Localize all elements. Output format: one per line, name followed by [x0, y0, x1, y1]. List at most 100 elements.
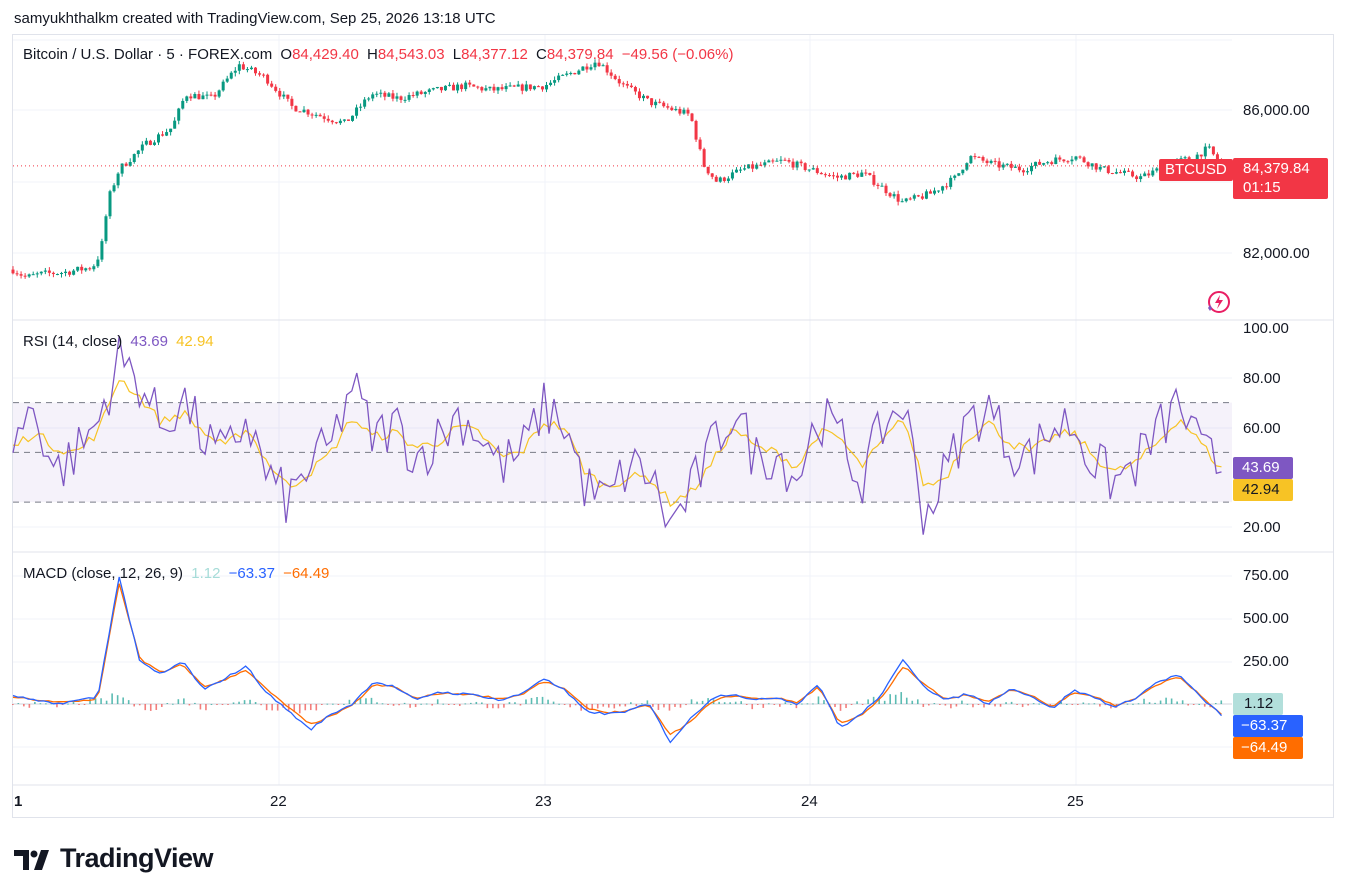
macd-title[interactable]: MACD (close, 12, 26, 9) — [23, 565, 184, 582]
candle — [484, 88, 488, 91]
open-label: O — [280, 46, 293, 63]
macd-histogram-bar — [950, 704, 952, 709]
low-value: 84,377.12 — [461, 46, 528, 63]
lightning-icon[interactable] — [1202, 288, 1232, 318]
candle — [60, 272, 64, 275]
candle — [722, 177, 726, 181]
macd-histogram-bar — [718, 701, 720, 704]
candle — [1114, 172, 1118, 174]
candle — [1203, 146, 1207, 157]
macd-histogram-bar — [596, 704, 599, 709]
macd-histogram-bar — [1137, 703, 1140, 705]
candle — [88, 268, 92, 270]
macd-histogram-bar — [784, 702, 787, 704]
candle — [997, 161, 1001, 168]
macd-histogram-bar — [630, 702, 632, 704]
macd-histogram-bar — [1104, 704, 1107, 706]
price-axis-label: 86,000.00 — [1243, 102, 1310, 119]
candle — [399, 96, 403, 100]
candle — [1195, 154, 1199, 161]
macd-histogram-bar — [72, 701, 75, 704]
candle — [625, 83, 629, 86]
candle — [128, 162, 132, 166]
candle — [11, 269, 15, 274]
candle — [953, 175, 957, 178]
symbol-title[interactable]: Bitcoin / U.S. Dollar · 5 · FOREX.com — [23, 46, 273, 63]
candle — [520, 84, 524, 91]
candle — [682, 109, 686, 114]
candle — [714, 176, 718, 182]
macd-histogram-bar — [425, 703, 428, 705]
candle — [593, 62, 597, 68]
candle — [977, 156, 981, 158]
candle — [609, 72, 613, 76]
macd-histogram-bar — [221, 704, 224, 705]
macd-histogram-bar — [45, 703, 47, 705]
macd-histogram-bar — [370, 697, 373, 704]
macd-histogram-bar — [1220, 700, 1223, 704]
macd-histogram-bar — [12, 704, 14, 705]
macd-histogram-bar — [293, 704, 296, 713]
candle — [1058, 157, 1062, 160]
candle — [589, 67, 593, 70]
candle — [617, 79, 621, 84]
candle — [278, 90, 282, 97]
candle — [237, 64, 241, 71]
candle — [1005, 163, 1009, 165]
macd-histogram-bar — [839, 704, 842, 711]
macd-histogram-bar — [1143, 698, 1145, 704]
candle — [290, 98, 294, 106]
candle — [734, 169, 738, 173]
candle — [848, 172, 852, 180]
macd-line-tag: −63.37 — [1233, 715, 1303, 737]
macd-histogram-bar — [999, 704, 1002, 707]
close-value: 84,379.84 — [546, 46, 614, 63]
macd-histogram-bar — [696, 701, 698, 704]
macd-histogram-bar — [216, 704, 218, 705]
candle — [302, 109, 306, 113]
high-value: 84,543.03 — [377, 46, 445, 63]
candle — [492, 86, 496, 91]
candle — [233, 70, 237, 73]
price-legend: Bitcoin / U.S. Dollar · 5 · FOREX.com O 8… — [23, 46, 737, 63]
macd-histogram-bar — [552, 701, 555, 704]
candle — [448, 84, 452, 86]
macd-signal-tag: −64.49 — [1233, 737, 1303, 759]
macd-histogram-bar — [834, 704, 836, 708]
candle — [613, 75, 617, 80]
macd-histogram-bar — [652, 704, 654, 707]
candle — [823, 174, 827, 176]
candle — [298, 111, 302, 113]
macd-histogram-bar — [812, 703, 814, 705]
macd-histogram-bar — [1192, 704, 1195, 705]
candle — [286, 94, 290, 99]
macd-histogram-bar — [916, 699, 919, 704]
macd-histogram-bar — [707, 698, 709, 704]
rsi-ma-value: 42.94 — [176, 333, 214, 350]
candle — [1074, 156, 1078, 160]
macd-histogram-bar — [1181, 700, 1184, 704]
candle — [1155, 168, 1159, 171]
macd-histogram-bar — [50, 703, 53, 705]
candle — [1139, 176, 1143, 180]
macd-histogram-bar — [508, 702, 511, 704]
candle — [957, 173, 961, 176]
candle — [1098, 166, 1102, 170]
macd-histogram-bar — [127, 700, 130, 704]
candle — [585, 66, 589, 70]
candle — [132, 154, 136, 163]
candle — [31, 274, 35, 276]
macd-histogram-bar — [574, 704, 577, 706]
candle — [605, 65, 609, 73]
macd-histogram-bar — [734, 701, 737, 704]
rsi-ma-tag: 42.94 — [1233, 479, 1293, 501]
candle — [120, 163, 124, 174]
macd-histogram-bar — [1060, 701, 1063, 704]
macd-histogram-bar — [232, 702, 235, 704]
candle — [468, 82, 472, 85]
macd-histogram-bar — [442, 703, 445, 705]
rsi-title[interactable]: RSI (14, close) — [23, 333, 123, 350]
chart-frame — [12, 34, 1334, 818]
candle — [710, 173, 714, 177]
